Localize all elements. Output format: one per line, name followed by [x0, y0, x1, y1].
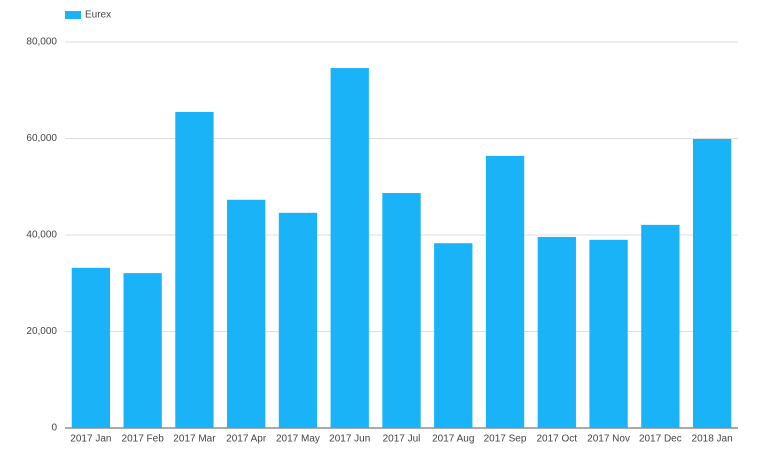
y-tick-label: 80,000 [26, 37, 57, 48]
bar [123, 273, 162, 428]
y-tick-label: 60,000 [26, 133, 57, 144]
x-tick-label: 2017 Aug [432, 434, 474, 445]
x-tick-label: 2017 Dec [639, 434, 682, 445]
bar [227, 199, 266, 428]
bar [278, 212, 318, 428]
bar [589, 239, 628, 428]
bar [330, 68, 369, 429]
bar [382, 193, 421, 428]
x-tick-label: 2017 Nov [587, 434, 630, 445]
x-tick-label: 2018 Jan [692, 434, 733, 445]
bar [692, 138, 732, 429]
x-tick-label: 2017 Oct [537, 434, 578, 445]
x-tick-label: 2017 Jan [70, 434, 111, 445]
y-tick-label: 0 [51, 423, 57, 434]
x-tick-label: 2017 Jun [329, 434, 370, 445]
legend-swatch [65, 11, 81, 19]
y-tick-label: 40,000 [26, 230, 57, 241]
bar [641, 224, 680, 428]
bar [537, 236, 576, 428]
x-tick-label: 2017 May [276, 434, 320, 445]
x-tick-label: 2017 Sep [484, 434, 527, 445]
y-tick-label: 20,000 [26, 326, 57, 337]
x-tick-label: 2017 Jul [383, 434, 421, 445]
x-tick-label: 2017 Apr [226, 434, 267, 445]
legend-label: Eurex [85, 10, 111, 21]
bar [485, 155, 525, 428]
bar [175, 111, 214, 429]
bar [434, 243, 473, 428]
bar [71, 267, 111, 428]
x-tick-label: 2017 Feb [122, 434, 165, 445]
x-tick-label: 2017 Mar [173, 434, 216, 445]
